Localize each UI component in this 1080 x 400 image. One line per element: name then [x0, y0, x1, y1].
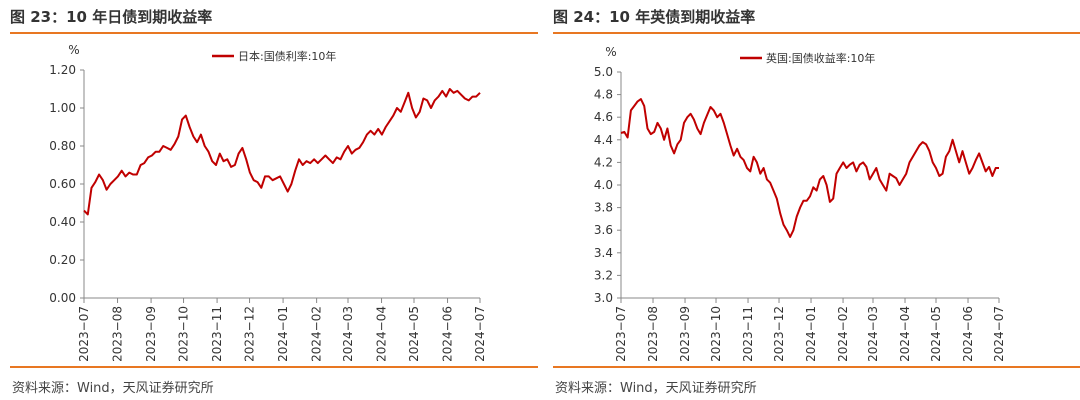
- x-tick-label: 2023−09: [678, 306, 692, 362]
- y-tick-label: 1.20: [49, 63, 76, 77]
- y-tick-label: 3.4: [594, 246, 613, 260]
- figure-title: 图 24：10 年英债到期收益率: [553, 8, 756, 26]
- series-line: [620, 98, 999, 238]
- x-tick-label: 2024−05: [407, 306, 421, 362]
- figure-title: 图 23：10 年日债到期收益率: [10, 8, 213, 26]
- title-rule: [553, 32, 1080, 34]
- x-tick-label: 2024−02: [310, 306, 324, 362]
- y-tick-label: 4.2: [594, 155, 613, 169]
- series-line: [83, 88, 481, 216]
- jgb-yield-chart: % 0.00 0.20 0.40 0.60 0.80 1.00 1.20 2023−07 2023…: [49, 43, 487, 362]
- y-tick-label: 3.6: [594, 223, 613, 237]
- y-tick-label: 3.8: [594, 201, 613, 215]
- source-note: 资料来源：Wind，天风证券研究所: [555, 381, 757, 396]
- y-tick-label: 0.00: [49, 291, 76, 305]
- y-tick-label: 0.40: [49, 215, 76, 229]
- x-tick-label: 2024−01: [804, 306, 818, 362]
- gilt-yield-chart: % 3.0 3.2 3.4 3.6 3.8 4.0 4.2 4.4 4.6 4.8 5.0 2023−0…: [594, 45, 1006, 362]
- x-tick-label: 2023−09: [144, 306, 158, 362]
- x-tick-label: 2024−06: [441, 306, 455, 362]
- x-tick-label: 2024−05: [929, 306, 943, 362]
- source-note: 资料来源：Wind，天风证券研究所: [12, 381, 214, 396]
- x-tick-label: 2024−06: [961, 306, 975, 362]
- x-tick-label: 2023−12: [772, 306, 786, 362]
- y-tick-label: 0.60: [49, 177, 76, 191]
- x-tick-label: 2024−04: [898, 306, 912, 362]
- y-tick-label: 0.80: [49, 139, 76, 153]
- x-tick-label: 2023−08: [111, 306, 125, 362]
- y-unit-label: %: [605, 45, 616, 59]
- x-tick-label: 2024−02: [836, 306, 850, 362]
- y-unit-label: %: [68, 43, 79, 57]
- y-tick-label: 4.6: [594, 110, 613, 124]
- x-tick-label: 2024−07: [992, 306, 1006, 362]
- x-tick-label: 2024−03: [866, 306, 880, 362]
- source-rule: [553, 366, 1080, 368]
- source-rule: [10, 366, 538, 368]
- x-tick-label: 2023−10: [177, 306, 191, 362]
- chart-panel-gilt: 图 24：10 年英债到期收益率 % 3.0 3.2 3.4 3.6 3.8 4.0 4.2 4…: [553, 0, 1080, 400]
- x-tick-label: 2023−07: [614, 306, 628, 362]
- x-tick-label: 2023−11: [741, 306, 755, 362]
- x-tick-label: 2024−03: [341, 306, 355, 362]
- y-tick-label: 5.0: [594, 65, 613, 79]
- legend-label: 日本:国债利率:10年: [238, 49, 336, 63]
- y-tick-label: 3.2: [594, 268, 613, 282]
- y-tick-label: 4.4: [594, 133, 613, 147]
- y-tick-label: 3.0: [594, 291, 613, 305]
- x-tick-label: 2023−08: [646, 306, 660, 362]
- x-tick-label: 2023−10: [709, 306, 723, 362]
- x-tick-label: 2023−07: [77, 306, 91, 362]
- title-rule: [10, 32, 538, 34]
- x-tick-label: 2024−04: [375, 306, 389, 362]
- x-tick-label: 2023−11: [210, 306, 224, 362]
- x-tick-label: 2024−07: [473, 306, 487, 362]
- x-tick-label: 2024−01: [276, 306, 290, 362]
- y-tick-label: 4.0: [594, 178, 613, 192]
- chart-panel-jgb: 图 23：10 年日债到期收益率 % 0.00 0.20 0.40 0.60 0.80 1.…: [10, 0, 538, 400]
- y-tick-label: 0.20: [49, 253, 76, 267]
- y-tick-label: 1.00: [49, 101, 76, 115]
- x-tick-label: 2023−12: [243, 306, 257, 362]
- y-tick-label: 4.8: [594, 88, 613, 102]
- legend-label: 英国:国债收益率:10年: [766, 51, 875, 65]
